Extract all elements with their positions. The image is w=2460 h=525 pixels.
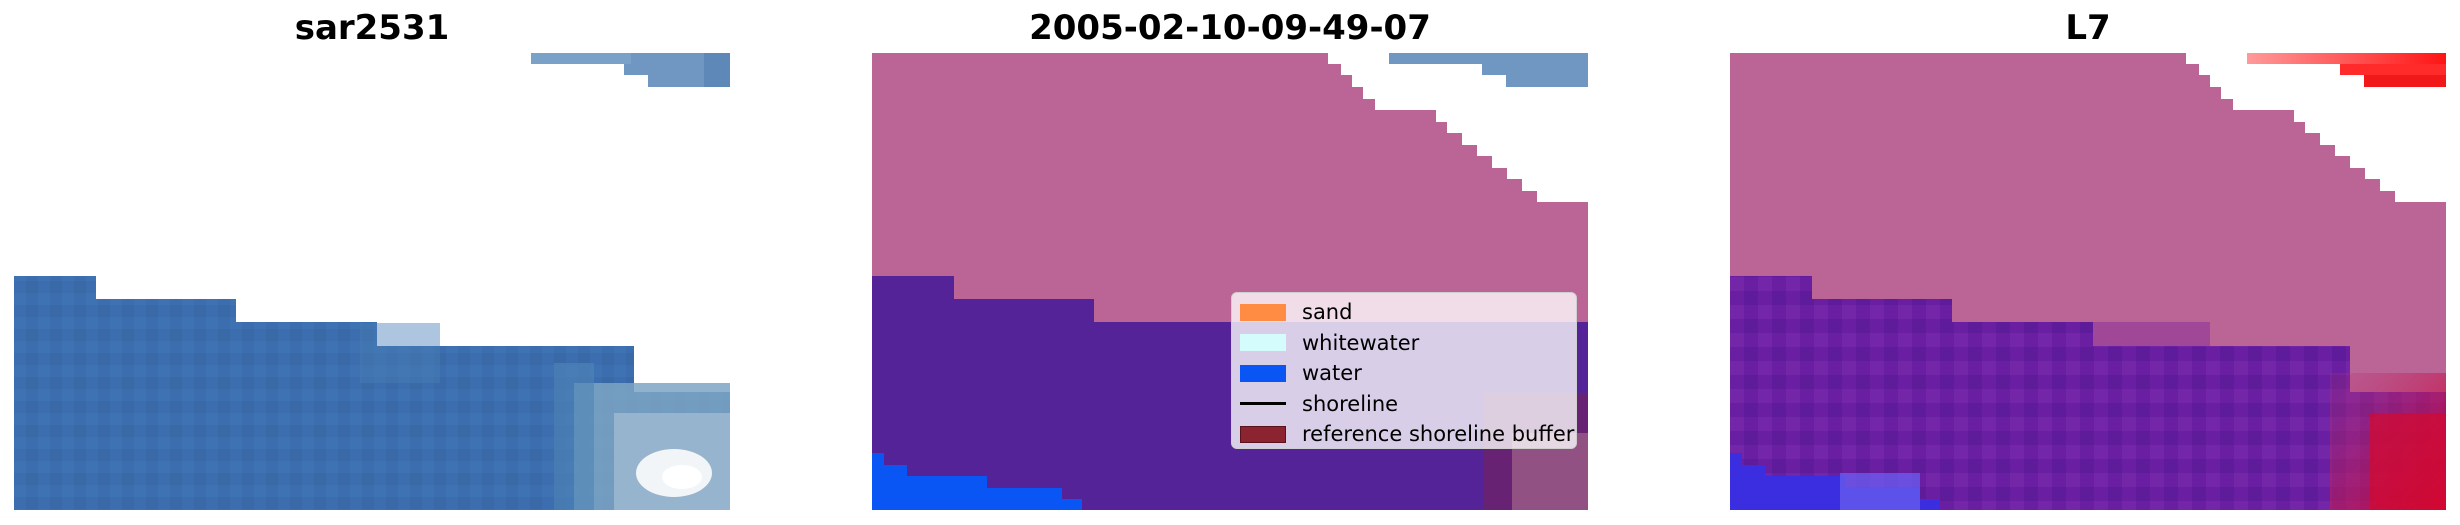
legend-label-whitewater: whitewater xyxy=(1302,330,1420,355)
legend-label-shoreline: shoreline xyxy=(1302,391,1399,416)
rgb-image-panel xyxy=(14,53,730,510)
legend-item-shoreline: shoreline xyxy=(1240,389,1566,420)
legend-item-whitewater: whitewater xyxy=(1240,328,1566,359)
rgb-image xyxy=(14,53,730,510)
legend-label-sand: sand xyxy=(1302,300,1353,325)
legend-swatch-sand xyxy=(1240,303,1286,321)
water-blue-region xyxy=(872,453,1082,510)
panel-title-rgb: sar2531 xyxy=(294,8,450,48)
classified-image-panel xyxy=(872,53,1588,510)
legend-swatch-whitewater xyxy=(1240,334,1286,352)
legend-item-sand: sand xyxy=(1240,297,1566,328)
legend-swatch-reference-buffer xyxy=(1240,425,1286,443)
rgb-sea-region xyxy=(14,276,730,510)
panel-title-probability: L7 xyxy=(2065,8,2111,48)
legend-item-reference-buffer: reference shoreline buffer xyxy=(1240,419,1574,450)
probability-image xyxy=(1730,53,2446,510)
legend-swatch-shoreline xyxy=(1240,402,1286,406)
legend-item-water: water xyxy=(1240,358,1566,389)
legend-swatch-water xyxy=(1240,364,1286,382)
panel-title-classified: 2005-02-10-09-49-07 xyxy=(1029,8,1431,48)
legend-label-reference-buffer: reference shoreline buffer xyxy=(1302,422,1575,447)
probability-image-panel xyxy=(1730,53,2446,510)
legend-label-water: water xyxy=(1302,361,1362,386)
probability-top-strip xyxy=(2247,53,2446,64)
probability-water-region xyxy=(1730,276,2446,510)
legend: sand whitewater water shoreline referenc… xyxy=(1231,292,1577,449)
classified-top-strip xyxy=(1389,53,1588,64)
